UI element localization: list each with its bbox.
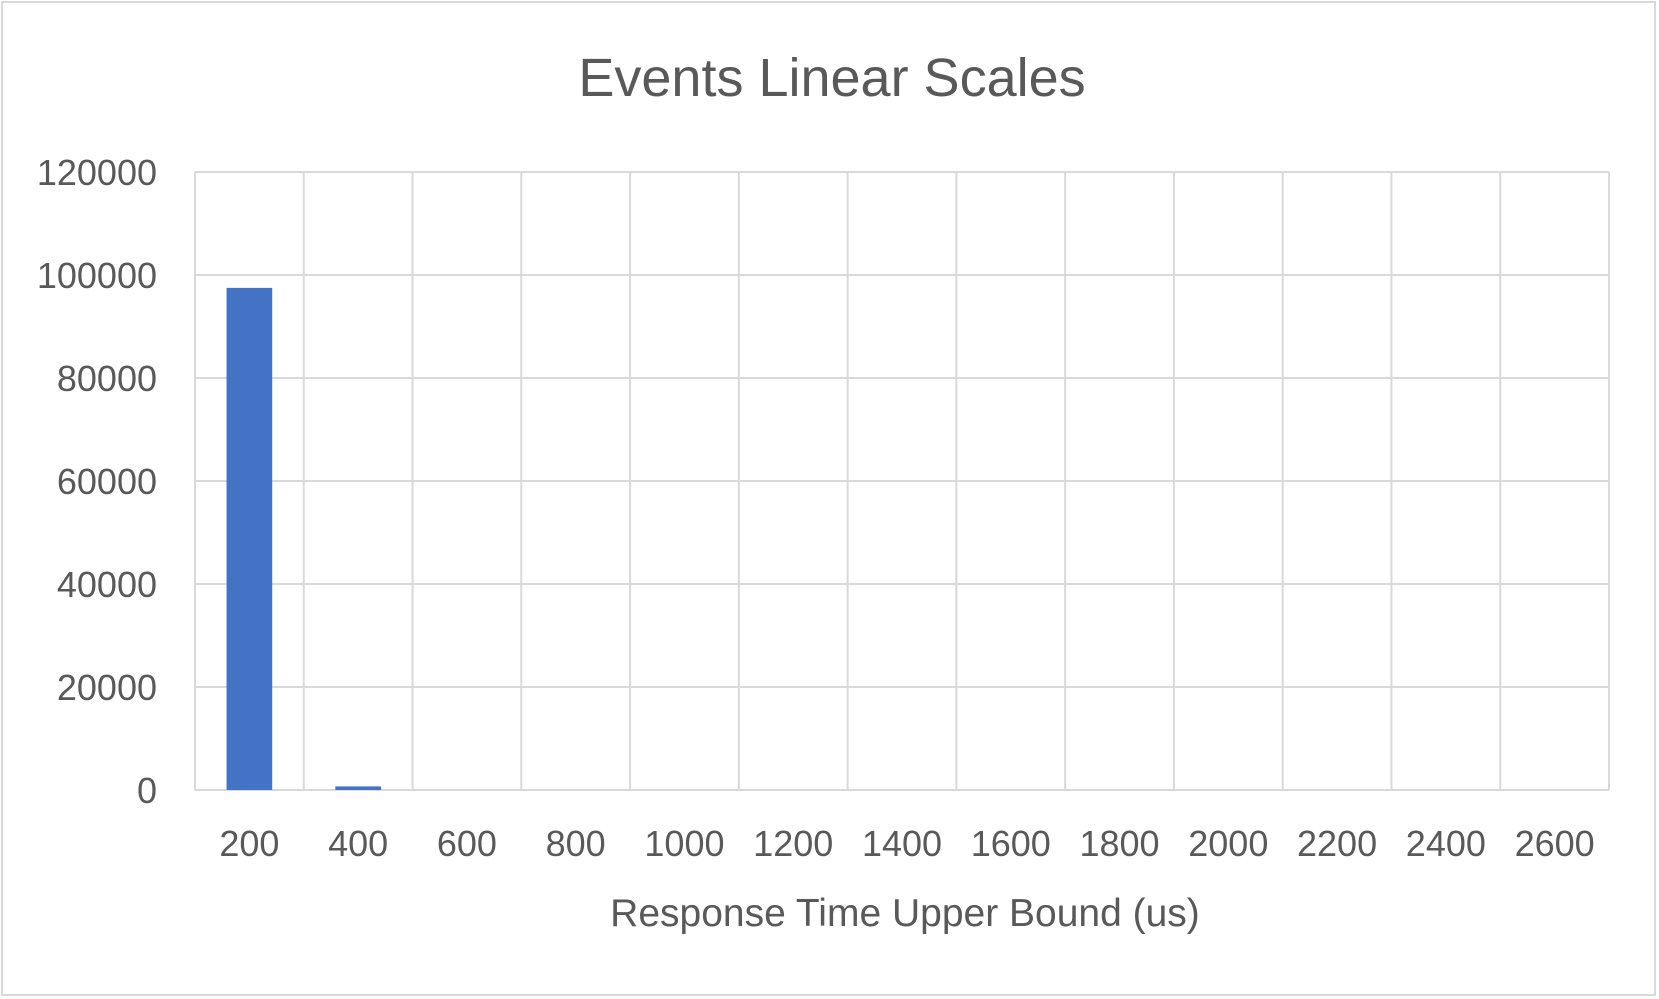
y-tick-label: 120000 xyxy=(37,152,157,193)
x-tick-label: 2600 xyxy=(1515,823,1595,864)
x-tick-label: 400 xyxy=(328,823,388,864)
y-tick-label: 60000 xyxy=(57,461,157,502)
chart-title: Events Linear Scales xyxy=(578,48,1085,108)
x-tick-label: 2000 xyxy=(1188,823,1268,864)
x-axis-tick-labels: 200 400 600 800 1000 1200 1400 1600 1800 2000 2200… xyxy=(219,823,1594,864)
bar-200 xyxy=(226,287,273,790)
y-axis-tick-labels: 0 20000 40000 60000 80000 100000 120000 xyxy=(37,152,157,811)
x-tick-label: 2400 xyxy=(1406,823,1486,864)
bar-400 xyxy=(335,786,381,790)
x-tick-label: 1400 xyxy=(862,823,942,864)
y-tick-label: 100000 xyxy=(37,255,157,296)
x-tick-label: 800 xyxy=(546,823,606,864)
x-tick-label: 200 xyxy=(219,823,279,864)
x-tick-label: 1600 xyxy=(971,823,1051,864)
x-tick-label: 1000 xyxy=(644,823,724,864)
x-axis-title: Response Time Upper Bound (us) xyxy=(610,892,1200,935)
y-tick-label: 80000 xyxy=(57,358,157,399)
x-tick-label: 1200 xyxy=(753,823,833,864)
x-tick-label: 600 xyxy=(437,823,497,864)
y-tick-label: 20000 xyxy=(57,667,157,708)
gridlines xyxy=(194,171,1610,791)
x-tick-label: 2200 xyxy=(1297,823,1377,864)
y-tick-label: 0 xyxy=(137,770,157,811)
bars xyxy=(226,287,381,790)
y-tick-label: 40000 xyxy=(57,564,157,605)
x-tick-label: 1800 xyxy=(1079,823,1159,864)
